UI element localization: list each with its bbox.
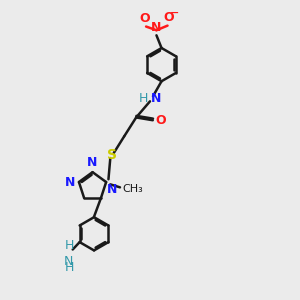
Text: H: H	[64, 261, 74, 274]
Text: S: S	[107, 148, 117, 162]
Text: O: O	[164, 11, 174, 24]
Text: N: N	[64, 176, 75, 188]
Text: CH₃: CH₃	[123, 184, 143, 194]
Text: N: N	[87, 156, 98, 170]
Text: N: N	[151, 92, 161, 105]
Text: N: N	[151, 21, 162, 34]
Text: H: H	[139, 92, 148, 105]
Text: N: N	[64, 255, 74, 268]
Text: N: N	[107, 183, 118, 196]
Text: O: O	[155, 114, 166, 127]
Text: H: H	[64, 239, 74, 253]
Text: O: O	[140, 12, 150, 25]
Text: −: −	[170, 8, 180, 18]
